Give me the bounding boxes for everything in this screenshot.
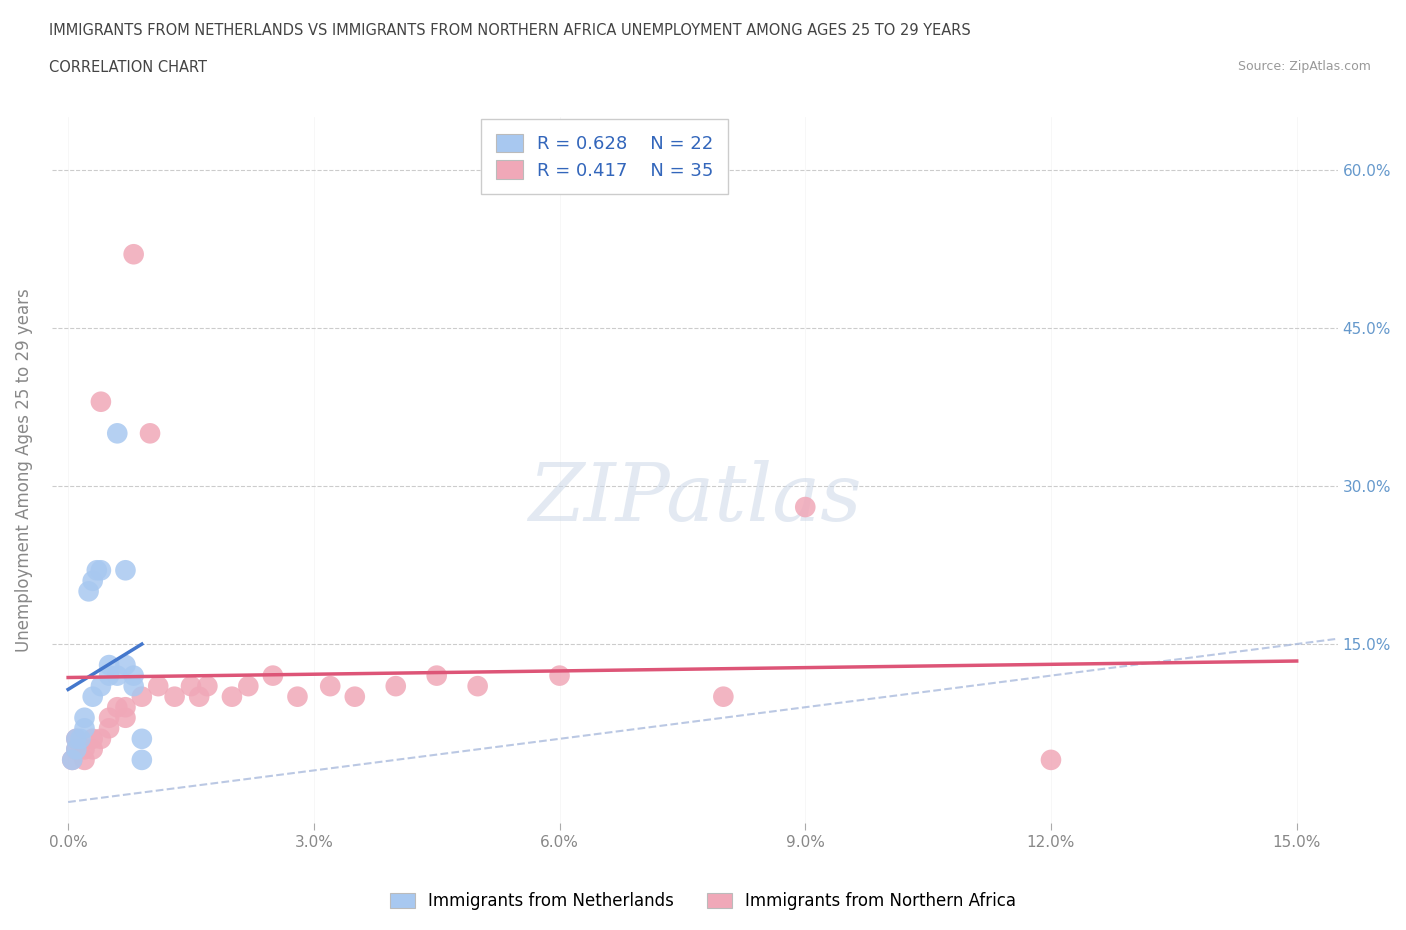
Point — [122, 246, 145, 261]
Point — [90, 731, 112, 746]
Point — [65, 731, 87, 746]
Point — [73, 711, 96, 725]
Point — [131, 752, 153, 767]
Point — [426, 668, 449, 683]
Point — [548, 668, 571, 683]
Point — [77, 584, 100, 599]
Point — [114, 711, 136, 725]
Point — [114, 699, 136, 714]
Point — [98, 668, 121, 683]
Y-axis label: Unemployment Among Ages 25 to 29 years: Unemployment Among Ages 25 to 29 years — [15, 288, 32, 652]
Point — [98, 721, 121, 736]
Point — [82, 731, 104, 746]
Point — [114, 563, 136, 578]
Point — [131, 689, 153, 704]
Point — [287, 689, 309, 704]
Point — [105, 699, 128, 714]
Point — [86, 563, 108, 578]
Point — [105, 426, 128, 441]
Point — [90, 394, 112, 409]
Point — [60, 752, 83, 767]
Point — [98, 658, 121, 672]
Point — [238, 679, 260, 694]
Text: IMMIGRANTS FROM NETHERLANDS VS IMMIGRANTS FROM NORTHERN AFRICA UNEMPLOYMENT AMON: IMMIGRANTS FROM NETHERLANDS VS IMMIGRANT… — [49, 23, 972, 38]
Point — [794, 499, 817, 514]
Point — [82, 742, 104, 757]
Point — [188, 689, 211, 704]
Point — [122, 668, 145, 683]
Point — [195, 679, 218, 694]
Point — [131, 731, 153, 746]
Point — [73, 752, 96, 767]
Text: ZIPatlas: ZIPatlas — [527, 459, 862, 538]
Point — [1039, 752, 1062, 767]
Point — [163, 689, 186, 704]
Text: Source: ZipAtlas.com: Source: ZipAtlas.com — [1237, 60, 1371, 73]
Point — [60, 752, 83, 767]
Point — [122, 679, 145, 694]
Point — [65, 742, 87, 757]
Point — [221, 689, 243, 704]
Point — [90, 679, 112, 694]
Point — [262, 668, 284, 683]
Point — [711, 689, 734, 704]
Point — [148, 679, 170, 694]
Point — [180, 679, 202, 694]
Point — [82, 574, 104, 589]
Text: CORRELATION CHART: CORRELATION CHART — [49, 60, 207, 75]
Point — [65, 742, 87, 757]
Point — [384, 679, 406, 694]
Point — [343, 689, 366, 704]
Point — [139, 426, 162, 441]
Point — [65, 731, 87, 746]
Point — [73, 721, 96, 736]
Point — [98, 711, 121, 725]
Point — [105, 668, 128, 683]
Point — [114, 658, 136, 672]
Point — [90, 563, 112, 578]
Legend: R = 0.628    N = 22, R = 0.417    N = 35: R = 0.628 N = 22, R = 0.417 N = 35 — [481, 119, 728, 194]
Point — [319, 679, 342, 694]
Point — [73, 742, 96, 757]
Legend: Immigrants from Netherlands, Immigrants from Northern Africa: Immigrants from Netherlands, Immigrants … — [382, 885, 1024, 917]
Point — [82, 689, 104, 704]
Point — [69, 731, 91, 746]
Point — [467, 679, 489, 694]
